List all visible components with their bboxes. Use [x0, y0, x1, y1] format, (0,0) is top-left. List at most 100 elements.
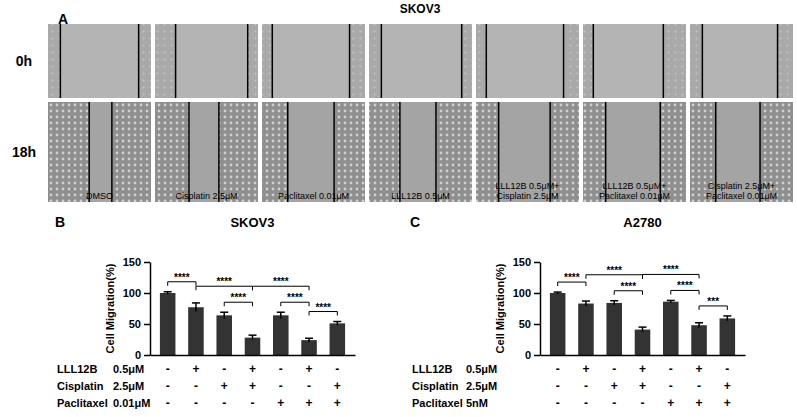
significance-label: **** [216, 276, 232, 287]
treatment-dose: 0.5μM [113, 363, 144, 375]
y-tick-label: 100 [123, 287, 141, 299]
chart-title: SKOV3 [230, 215, 274, 230]
chart: BSKOV3Cell Migration(%)050100150********… [55, 214, 356, 410]
micrograph [369, 24, 472, 98]
figure: ASKOV30h18hDMSOCisplatin 2.5μMPaclitaxel… [0, 0, 797, 417]
wound-edge [272, 24, 274, 98]
error-bar [695, 323, 703, 328]
wound-edge [399, 102, 401, 202]
plot-area [160, 292, 345, 355]
treatment-name: Cisplatin [57, 380, 104, 392]
error-bar-stem [223, 312, 225, 318]
condition-label: Cisplatin 2.5μM [175, 191, 237, 201]
wound-edge [593, 24, 595, 98]
treatment-sign: - [584, 396, 588, 410]
y-tick-mark [144, 355, 150, 357]
error-bar [582, 301, 590, 306]
error-bar [639, 327, 647, 332]
treatment-sign: - [669, 362, 673, 376]
treatment-sign: + [334, 379, 341, 393]
wound-edge [111, 102, 113, 202]
treatment-sign: - [556, 362, 560, 376]
treatment-sign: - [641, 396, 645, 410]
treatment-dose: 2.5μM [466, 380, 497, 392]
treatment-dose: 2.5μM [113, 380, 144, 392]
condition-label: DMSO [86, 191, 113, 201]
y-tick-label: 0 [135, 349, 141, 361]
bar [216, 315, 232, 355]
y-axis-title: Cell Migration(%) [104, 263, 116, 353]
treatment-sign: + [334, 396, 341, 410]
wound-edge [663, 24, 665, 98]
condition-label: Cisplatin 2.5μM+ [708, 181, 775, 191]
error-bar-cap [582, 300, 590, 302]
wound-area [702, 24, 777, 98]
y-tick-label: 0 [525, 349, 531, 361]
error-bar [277, 312, 285, 318]
treatment-sign: - [222, 362, 226, 376]
wound-edge [60, 24, 62, 98]
significance: *********************** [558, 264, 728, 310]
x-axis-line [151, 355, 356, 357]
condition-label: LLL12B 0.5μM+ [496, 181, 560, 191]
wound-area [288, 102, 334, 202]
bar [301, 340, 317, 355]
y-axis-title: Cell Migration(%) [494, 263, 506, 353]
wound-area [381, 24, 461, 98]
error-bar-cap [333, 321, 341, 323]
error-bar-cap [164, 291, 172, 293]
treatment-sign: + [277, 396, 284, 410]
y-tick: 100 [123, 287, 150, 299]
treatment-sign: + [306, 396, 313, 410]
bar [273, 315, 289, 355]
bar [578, 304, 594, 355]
treatment-sign: - [556, 396, 560, 410]
treatment-name: Paclitaxel [57, 397, 108, 409]
bar [188, 307, 204, 355]
treatment-sign: - [612, 396, 616, 410]
micrograph [155, 102, 258, 202]
condition-label: Cisplatin 2.5μM [496, 191, 558, 201]
error-bar [723, 316, 731, 321]
micrograph [476, 102, 579, 202]
treatment-sign: - [279, 362, 283, 376]
micrograph [369, 102, 472, 202]
micrograph [262, 24, 365, 98]
error-bar [249, 335, 257, 340]
bar [606, 303, 622, 355]
wound-edge [218, 102, 220, 202]
condition-label: Paclitaxel 0.01μM [599, 191, 670, 201]
micrograph [690, 102, 793, 202]
error-bar-stem [280, 312, 282, 318]
treatment-dose: 0.01μM [113, 397, 150, 409]
chart-title: A2780 [623, 215, 661, 230]
bar [635, 330, 651, 355]
error-bar [610, 301, 618, 305]
significance-label: *** [707, 296, 719, 307]
treatment-sign: + [221, 379, 228, 393]
y-tick-label: 150 [513, 256, 531, 268]
treatment-sign: - [194, 396, 198, 410]
wound-edge [175, 24, 177, 98]
wound-edge [461, 24, 463, 98]
condition-label: Paclitaxel 0.01μM [706, 191, 777, 201]
wound-edge [333, 102, 335, 202]
treatment-name: Paclitaxel [412, 397, 463, 409]
treatment-sign: + [306, 362, 313, 376]
y-tick-label: 100 [513, 287, 531, 299]
significance-label: **** [315, 302, 331, 313]
error-bar-cap [639, 326, 647, 328]
micrograph [262, 102, 365, 202]
x-axis-line [541, 355, 746, 357]
condition-label: LLL12B 0.5μM+ [603, 181, 667, 191]
bar [330, 323, 346, 355]
panel-title: SKOV3 [400, 2, 441, 16]
treatment-name: LLL12B [412, 363, 452, 375]
y-tick-mark [534, 355, 540, 357]
treatment-sign: + [639, 379, 646, 393]
error-bar-cap [554, 291, 562, 293]
error-bar-cap [192, 302, 200, 304]
x-axis [541, 355, 746, 357]
wound-edge [435, 102, 437, 202]
error-bar [164, 292, 172, 294]
